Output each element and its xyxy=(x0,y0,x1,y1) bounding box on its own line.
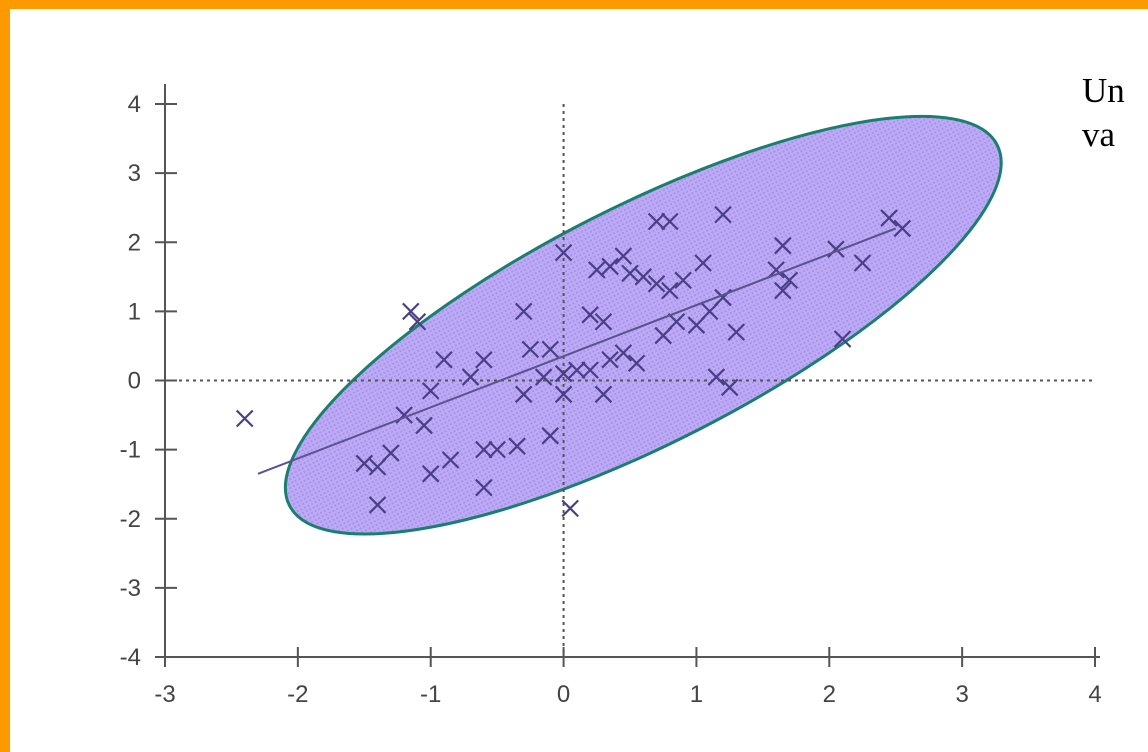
data-point xyxy=(661,212,679,231)
data-point xyxy=(441,451,460,469)
data-point xyxy=(853,254,872,272)
data-point xyxy=(421,465,440,483)
data-point xyxy=(514,385,533,404)
data-point xyxy=(554,385,573,404)
data-point xyxy=(714,205,732,224)
data-point xyxy=(780,271,799,290)
data-point xyxy=(674,271,692,290)
y-tick-label: -2 xyxy=(120,506,141,533)
data-point xyxy=(508,437,526,455)
x-tick-label: 4 xyxy=(1088,681,1101,708)
data-point xyxy=(475,440,493,459)
y-tick-label: 3 xyxy=(128,160,141,187)
y-tick-label: -4 xyxy=(120,644,141,671)
data-point xyxy=(521,340,540,359)
x-tick-label: 0 xyxy=(557,681,570,708)
data-point xyxy=(488,440,506,459)
data-point xyxy=(368,496,387,514)
x-tick-label: 2 xyxy=(823,681,836,708)
data-point xyxy=(581,306,599,324)
data-point xyxy=(661,281,679,300)
y-tick-label: -1 xyxy=(120,437,141,464)
data-point xyxy=(402,302,420,321)
x-tick-label: -3 xyxy=(154,681,175,708)
y-tick-label: -3 xyxy=(120,575,141,602)
data-point xyxy=(461,368,480,386)
caption-line-1: Un xyxy=(1082,71,1125,110)
data-point xyxy=(614,344,633,362)
data-point xyxy=(408,312,427,331)
data-point xyxy=(235,409,254,428)
y-tick-label: 2 xyxy=(128,229,141,256)
data-point xyxy=(694,254,712,272)
data-point xyxy=(601,350,619,369)
data-point xyxy=(475,350,493,369)
scatter-chart: 4 3 2 1 0 -1 -2 -3 -4 -3 -2 -1 0 1 2 3 4 xyxy=(120,84,1102,708)
data-point xyxy=(421,382,440,400)
data-point xyxy=(514,302,533,321)
data-point xyxy=(541,427,560,445)
y-tick-label: 1 xyxy=(128,298,141,325)
data-point xyxy=(368,458,387,476)
data-point xyxy=(534,368,553,386)
data-point xyxy=(588,261,606,279)
x-tick-label: -1 xyxy=(420,681,441,708)
data-point xyxy=(541,340,560,359)
x-tick-label: 3 xyxy=(955,681,968,708)
data-point xyxy=(475,478,493,497)
slide-caption: Un va xyxy=(1082,69,1125,157)
data-point xyxy=(880,209,898,227)
caption-line-2: va xyxy=(1082,115,1116,154)
y-tick-label: 0 xyxy=(128,368,141,395)
data-point xyxy=(561,499,579,518)
data-point xyxy=(700,302,719,321)
data-point xyxy=(382,444,400,462)
data-point xyxy=(568,361,586,379)
y-tick-label: 4 xyxy=(128,91,141,118)
data-point xyxy=(647,212,666,231)
data-point xyxy=(687,316,706,334)
data-point xyxy=(634,268,653,286)
data-point xyxy=(415,416,433,435)
data-point xyxy=(774,236,792,255)
data-point xyxy=(594,312,613,331)
data-point xyxy=(707,368,726,386)
data-point xyxy=(435,350,453,369)
x-tick-label: -2 xyxy=(287,681,308,708)
data-point xyxy=(554,364,573,383)
data-point xyxy=(727,323,746,341)
data-point xyxy=(774,281,792,300)
data-point xyxy=(667,312,686,331)
data-point xyxy=(554,243,573,262)
regression-line xyxy=(257,227,897,475)
data-point xyxy=(594,385,613,404)
data-point xyxy=(621,264,639,283)
data-point xyxy=(581,361,599,379)
data-point xyxy=(893,219,912,238)
data-point xyxy=(654,326,672,345)
data-point xyxy=(355,454,374,473)
x-tick-label: 1 xyxy=(690,681,703,708)
slide: 4 3 2 1 0 -1 -2 -3 -4 -3 -2 -1 0 1 2 3 4 Un va xyxy=(10,9,1148,752)
data-point xyxy=(647,274,666,293)
data-point xyxy=(601,257,619,276)
data-point xyxy=(720,378,739,397)
data-point xyxy=(833,330,852,348)
data-point xyxy=(767,261,785,279)
data-point xyxy=(627,354,646,372)
data-point xyxy=(614,247,633,265)
